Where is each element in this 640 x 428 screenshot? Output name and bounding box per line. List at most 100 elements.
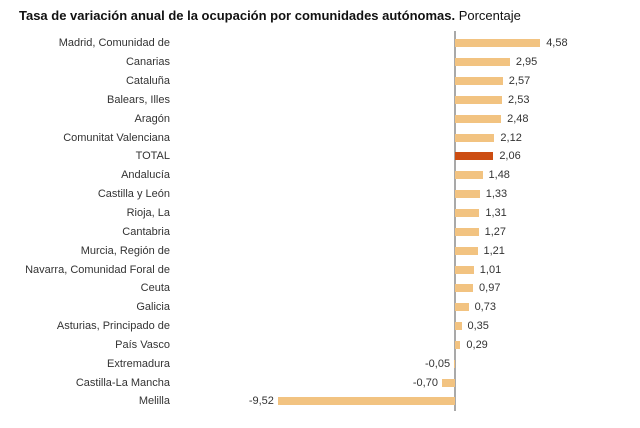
row-plot: 0,97 [170,279,640,298]
category-label: Canarias [125,56,170,69]
category-label: Ceuta [140,282,170,295]
chart-row: Canarias 2,95 [0,53,640,72]
value-label: 0,35 [467,320,489,333]
chart-row: Navarra, Comunidad Foral de 1,01 [0,260,640,279]
category-label: Murcia, Región de [80,244,170,257]
bar [455,58,510,67]
value-label: 2,48 [507,112,529,125]
row-plot: 1,27 [170,222,640,241]
chart-row: País Vasco 0,29 [0,336,640,355]
value-label: 1,48 [488,169,510,182]
row-plot: 1,31 [170,204,640,223]
row-plot: 2,53 [170,91,640,110]
bar [455,190,480,199]
value-label: 1,33 [485,188,508,201]
value-label: 2,06 [499,150,521,163]
category-label: Navarra, Comunidad Foral de [25,263,170,276]
row-plot: 2,95 [170,53,640,72]
bar [454,359,455,368]
value-label: 0,73 [474,301,496,314]
bar [455,171,483,180]
chart-title: Tasa de variación anual de la ocupación … [0,0,640,24]
chart-row: Cantabria 1,27 [0,222,640,241]
bar [455,265,474,274]
category-label: País Vasco [115,338,170,351]
row-plot: 4,58 [170,34,640,53]
row-plot: 0,73 [170,298,640,317]
row-plot: 1,01 [170,260,640,279]
plot-area: Madrid, Comunidad de 4,58 Canarias 2,95 Cata… [0,31,640,411]
row-plot: 1,21 [170,241,640,260]
category-label: Cantabria [122,225,170,238]
chart-row: Comunitat Valenciana 2,12 [0,128,640,147]
value-label: 2,12 [500,131,522,144]
bar [455,303,469,312]
category-label: Extremadura [107,357,170,370]
bar-total [455,152,494,161]
chart-row: Asturias, Principado de 0,35 [0,317,640,336]
category-label: Balears, Illes [107,93,170,106]
row-plot: -0,70 [170,373,640,392]
chart-row: Castilla y León 1,33 [0,185,640,204]
category-label: Andalucía [121,169,170,182]
row-plot: -0,05 [170,354,640,373]
value-label: 1,21 [483,244,505,257]
bar [277,397,455,406]
category-label: Comunitat Valenciana [63,131,170,144]
row-plot: 1,33 [170,185,640,204]
chart-row: Murcia, Región de 1,21 [0,241,640,260]
bar [455,227,479,236]
bar [455,39,541,48]
value-label: -9,52 [248,395,274,408]
chart-row: Castilla-La Mancha -0,70 [0,373,640,392]
row-plot: 0,29 [170,336,640,355]
chart-title-suffix: Porcentaje [455,8,521,23]
category-label: Aragón [134,112,170,125]
category-label: Madrid, Comunidad de [58,37,170,50]
value-label: -0,05 [424,357,451,370]
value-label: 1,01 [479,263,502,276]
bar [455,322,462,331]
row-plot: 1,48 [170,166,640,185]
value-label: 1,27 [484,225,507,238]
chart-row: Galicia 0,73 [0,298,640,317]
chart-row: Madrid, Comunidad de 4,58 [0,34,640,53]
row-plot: 2,12 [170,128,640,147]
value-label: -0,70 [412,376,438,389]
row-plot: -9,52 [170,392,640,411]
category-label: Castilla y León [97,188,170,201]
value-label: 2,53 [508,93,530,106]
bar [455,246,478,255]
chart-row: Ceuta 0,97 [0,279,640,298]
bar [455,77,503,86]
value-label: 2,57 [508,75,531,88]
category-label: Galicia [136,301,170,314]
value-label: 2,95 [515,56,538,69]
category-label: TOTAL [135,150,170,163]
category-label: Asturias, Principado de [56,320,170,333]
chart-row: Extremadura -0,05 [0,354,640,373]
bar [441,378,455,387]
zero-axis-line [454,31,456,411]
value-label: 0,29 [466,338,488,351]
category-label: Castilla-La Mancha [75,376,170,389]
chart-row: Cataluña 2,57 [0,72,640,91]
category-label: Melilla [138,395,170,408]
value-label: 1,31 [485,207,507,220]
value-label: 0,97 [479,282,501,295]
value-label: 4,58 [546,37,568,50]
category-label: Rioja, La [126,207,170,220]
chart-row: Aragón 2,48 [0,109,640,128]
bar [455,209,480,218]
chart-row: Melilla -9,52 [0,392,640,411]
row-plot: 2,06 [170,147,640,166]
row-plot: 2,48 [170,109,640,128]
chart-row: Rioja, La 1,31 [0,204,640,223]
chart-title-main: Tasa de variación anual de la ocupación … [19,8,456,23]
chart-row: Andalucía 1,48 [0,166,640,185]
row-plot: 0,35 [170,317,640,336]
bar [455,133,495,142]
bar [455,340,461,349]
bar [455,95,503,104]
category-label: Cataluña [125,75,170,88]
